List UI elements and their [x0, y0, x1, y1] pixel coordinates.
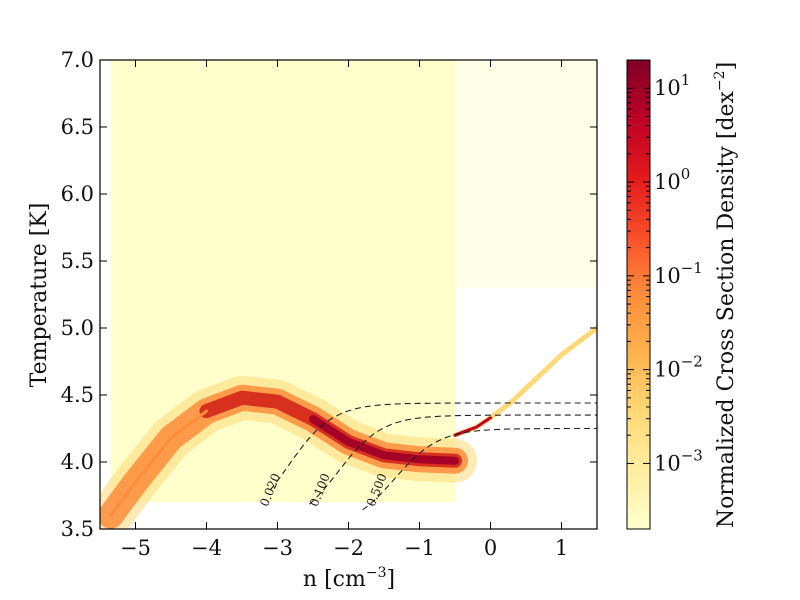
density-thin-track: [109, 409, 208, 518]
colorbar-tick-label: 101: [654, 71, 690, 100]
y-axis-title: Temperature [K]: [27, 203, 52, 388]
high-density-branch-glow: [452, 325, 597, 438]
high-density-branch: [453, 416, 492, 437]
x-tick-label: −5: [120, 536, 151, 560]
colorbar-tick-label: 10−3: [654, 446, 703, 475]
diffuse-density-sparse: [455, 60, 597, 288]
y-tick-label: 6.0: [61, 182, 94, 206]
y-tick-label: 5.0: [61, 316, 94, 340]
colorbar-tick-label: 10−2: [654, 353, 703, 382]
y-tick-label: 3.5: [61, 517, 94, 541]
plot-area: 0.020 0.100 0.500: [100, 60, 597, 529]
colorbar-tick-label: 10−1: [654, 259, 703, 288]
colorbar: 10−3 10−2 10−1 100 101 Normalized Cross Sect…: [626, 59, 739, 530]
y-tick-label: 6.5: [61, 115, 94, 139]
y-tick-label: 5.5: [61, 249, 94, 273]
colorbar-scale: [626, 59, 651, 530]
x-tick-label: −3: [262, 536, 293, 560]
colorbar-tick-label: 100: [654, 165, 690, 194]
colorbar-ticks: 10−3 10−2 10−1 100 101: [627, 59, 703, 475]
y-axis: 3.5 4.0 4.5 5.0 5.5 6.0 6.5 7.0: [61, 48, 597, 541]
y-tick-label: 4.0: [61, 450, 94, 474]
x-tick-label: −2: [333, 536, 364, 560]
x-tick-label: −4: [191, 536, 222, 560]
x-axis-title: n [cm−3]: [303, 565, 395, 592]
x-axis: −5 −4 −3 −2 −1 0 1: [120, 60, 568, 560]
colorbar-title: Normalized Cross Section Density [dex−2]: [712, 62, 739, 528]
y-tick-label: 7.0: [61, 48, 94, 72]
y-tick-label: 4.5: [61, 383, 94, 407]
x-tick-label: −1: [404, 536, 435, 560]
contour-line-1: [309, 414, 597, 505]
x-tick-label: 0: [484, 536, 497, 560]
density-core: [309, 415, 459, 465]
x-tick-label: 1: [555, 536, 568, 560]
density-layer: [100, 60, 597, 529]
contour-line-2: [362, 427, 597, 511]
